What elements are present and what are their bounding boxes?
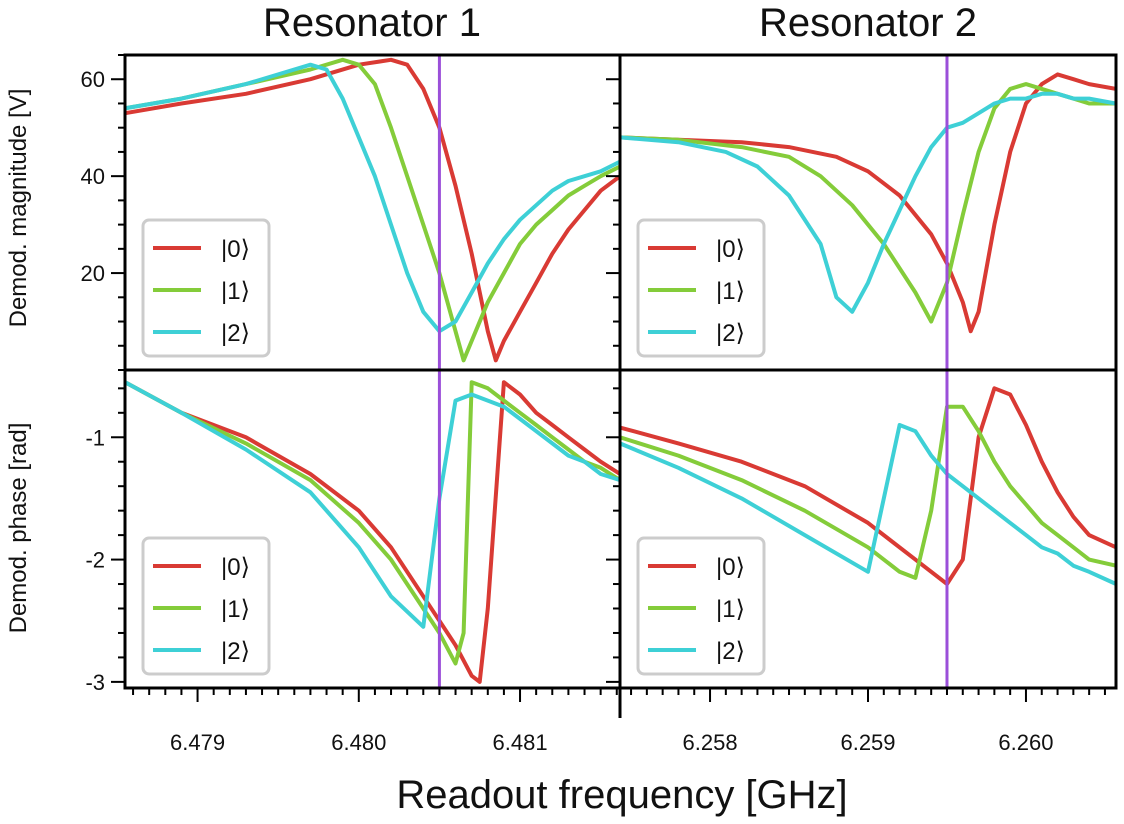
y-tick-label: -3: [85, 670, 105, 695]
legend: |0⟩ |1⟩ |2⟩: [141, 536, 271, 676]
panel-resonator-1-magnitude: 20 40 60 |0⟩ |1⟩ |2⟩: [81, 54, 620, 371]
series-line-state-1: [620, 404, 1116, 580]
legend-label-state-1: |1⟩: [221, 278, 250, 305]
series-group: [125, 380, 620, 684]
x-tick-label: 6.480: [331, 730, 386, 755]
legend-label-state-0: |0⟩: [221, 236, 250, 263]
legend-label-state-2: |2⟩: [221, 320, 250, 347]
col-title-resonator-1: Resonator 1: [263, 1, 481, 45]
legend-label-state-0: |0⟩: [716, 554, 745, 581]
series-line-state-0: [620, 386, 1116, 586]
ylabel-magnitude: Demod. magnitude [V]: [5, 89, 32, 328]
legend-label-state-2: |2⟩: [716, 638, 745, 665]
legend-box: [141, 536, 271, 676]
legend: |0⟩ |1⟩ |2⟩: [636, 218, 766, 358]
panel-resonator-2-phase: 6.258 6.259 6.260 |0⟩ |1⟩ |2⟩: [606, 370, 1116, 755]
series-line-state-0: [125, 380, 620, 684]
legend: |0⟩ |1⟩ |2⟩: [636, 536, 766, 676]
legend-label-state-2: |2⟩: [716, 320, 745, 347]
y-tick-label: 60: [81, 67, 105, 92]
x-tick-label: 6.259: [840, 730, 895, 755]
series-line-state-2: [620, 423, 1116, 586]
series-line-state-2: [125, 380, 620, 629]
series-line-state-0: [620, 72, 1116, 334]
x-tick-label: 6.479: [170, 730, 225, 755]
x-tick-label: 6.260: [998, 730, 1053, 755]
legend-label-state-1: |1⟩: [716, 278, 745, 305]
y-tick-label: -1: [85, 425, 105, 450]
figure-frame: [123, 53, 1118, 718]
legend-box: [141, 218, 271, 358]
series-line-state-2: [125, 62, 620, 334]
legend: |0⟩ |1⟩ |2⟩: [141, 218, 271, 358]
series-line-state-1: [125, 380, 620, 666]
series-line-state-1: [125, 57, 620, 363]
legend-label-state-0: |0⟩: [716, 236, 745, 263]
panel-resonator-2-magnitude: |0⟩ |1⟩ |2⟩: [606, 54, 1116, 371]
legend-label-state-2: |2⟩: [221, 638, 250, 665]
series-group: [620, 386, 1116, 586]
series-group: [620, 72, 1116, 334]
legend-label-state-1: |1⟩: [716, 596, 745, 623]
legend-label-state-0: |0⟩: [221, 554, 250, 581]
col-title-resonator-2: Resonator 2: [759, 1, 977, 45]
series-line-state-2: [620, 91, 1116, 314]
series-line-state-0: [125, 57, 620, 363]
y-tick-label: 20: [81, 261, 105, 286]
legend-box: [636, 536, 766, 676]
xlabel-readout-frequency: Readout frequency [GHz]: [396, 773, 847, 817]
x-tick-label: 6.258: [683, 730, 738, 755]
legend-label-state-1: |1⟩: [221, 596, 250, 623]
y-tick-label: 40: [81, 164, 105, 189]
legend-box: [636, 218, 766, 358]
x-tick-label: 6.481: [493, 730, 548, 755]
ylabel-phase: Demod. phase [rad]: [5, 423, 32, 634]
y-tick-label: -2: [85, 548, 105, 573]
series-group: [125, 57, 620, 363]
panel-resonator-1-phase: -1 -2 -3 6.479 6.480 6.481 |0⟩ |1⟩ |2⟩: [85, 370, 620, 755]
panels: 20 40 60 |0⟩ |1⟩ |2⟩ |0⟩ |1⟩ |2⟩ -1 -2 -3 6.479 6.480…: [81, 54, 1116, 755]
